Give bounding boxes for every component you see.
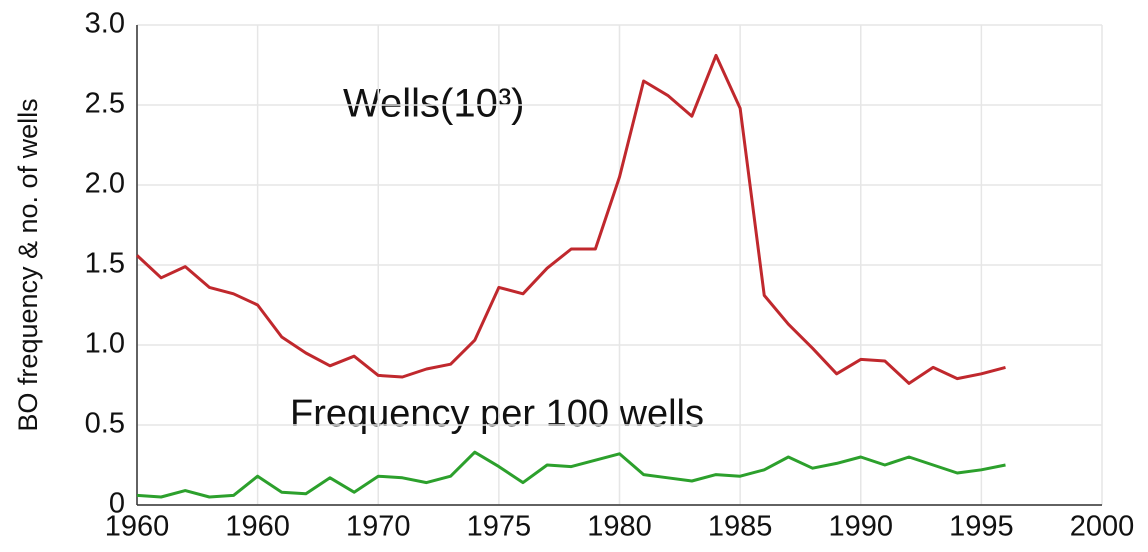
x-tick-label: 1960 <box>225 511 290 543</box>
x-tick-label: 1960 <box>105 511 170 543</box>
y-tick-label: 0.5 <box>85 408 125 440</box>
y-tick-label: 2.0 <box>85 168 125 200</box>
x-tick-label: 1970 <box>346 511 411 543</box>
x-tick-label: 1980 <box>587 511 652 543</box>
y-axis-label: BO frequency & no. of wells <box>13 98 43 431</box>
line <box>136 450 1006 499</box>
x-tick-label: 1990 <box>828 511 893 543</box>
y-tick-label: 2.5 <box>85 88 125 120</box>
y-tick-label: 1.5 <box>85 248 125 280</box>
x-tick-label: 1975 <box>467 511 532 543</box>
y-tick-label: 1.0 <box>85 328 125 360</box>
annotation: Frequency per 100 wells <box>290 393 704 435</box>
line <box>135 53 1006 385</box>
x-tick-label: 1985 <box>708 511 773 543</box>
y-tick-label: 3.0 <box>85 8 125 40</box>
x-tick-label: 2000 <box>1070 511 1135 543</box>
annotation: Wells(10³) <box>343 82 525 126</box>
y-tick-label: 0 <box>109 488 125 520</box>
x-tick-label: 1995 <box>949 511 1014 543</box>
